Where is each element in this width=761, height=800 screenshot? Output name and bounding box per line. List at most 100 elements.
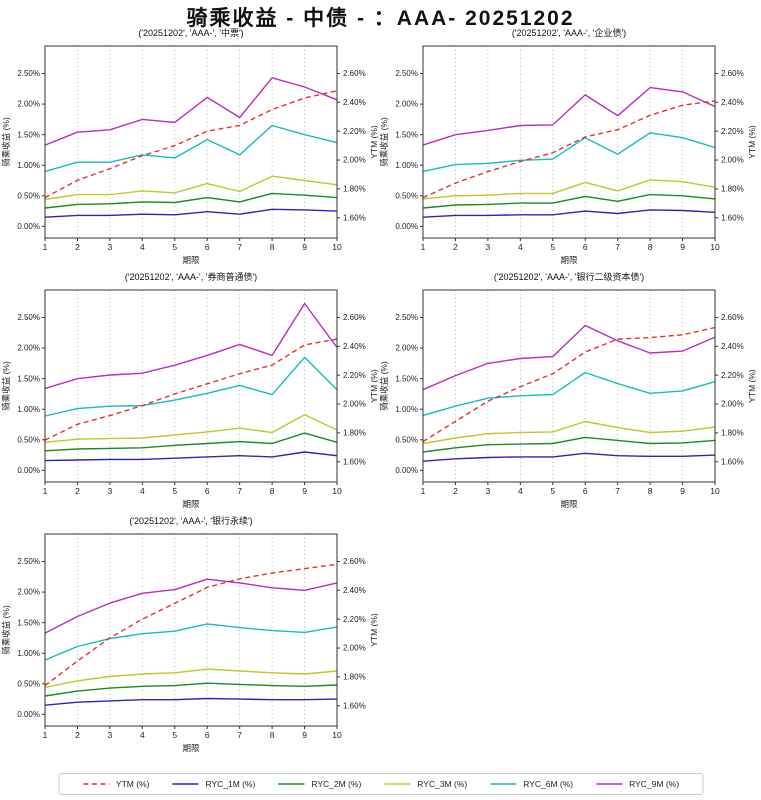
x-tick-label: 9 xyxy=(302,242,307,252)
x-tick-label: 10 xyxy=(332,486,342,496)
x-tick-label: 5 xyxy=(550,242,555,252)
x-tick-label: 7 xyxy=(237,486,242,496)
series-line-ryc-6m xyxy=(422,371,716,417)
series-line-ryc-2m xyxy=(422,436,716,453)
x-tick-label: 7 xyxy=(237,242,242,252)
subplot-title: ('20251202', 'AAA-', '中票') xyxy=(138,27,243,38)
left-tick-label: 0.50% xyxy=(17,679,40,688)
x-tick-label: 2 xyxy=(453,242,458,252)
left-tick-label: 0.00% xyxy=(17,222,40,231)
legend-label: RYC_2M (%) xyxy=(311,779,362,789)
series-line-ryc-1m xyxy=(44,208,338,218)
left-tick-label: 0.00% xyxy=(17,466,40,475)
legend-label: RYC_9M (%) xyxy=(629,779,680,789)
grid-lines xyxy=(455,46,683,238)
left-tick-label: 1.50% xyxy=(17,374,40,383)
right-axis-label: YTM (%) xyxy=(369,369,378,403)
x-tick-label: 10 xyxy=(710,242,720,252)
right-tick-label: 1.80% xyxy=(343,429,366,438)
chart-svg-4: 0.00% 0.50% 1.00% 1.50% 2.00% 2.50% 1.60% 1.80%… xyxy=(379,271,756,509)
series-line-ytm xyxy=(44,563,338,687)
left-tick-label: 1.00% xyxy=(17,161,40,170)
series-line-ryc-9m xyxy=(44,302,338,390)
series-lines xyxy=(44,77,338,218)
series-lines xyxy=(44,302,338,462)
right-tick-label: 2.20% xyxy=(343,371,366,380)
right-axis-label: YTM (%) xyxy=(369,613,378,647)
x-axis-label: 期限 xyxy=(182,743,200,753)
legend-item-ryc-9m: RYC_9M (%) xyxy=(595,779,679,789)
left-axis-ticks: 0.00% 0.50% 1.00% 1.50% 2.00% 2.50% xyxy=(17,313,45,475)
right-tick-label: 2.00% xyxy=(343,644,366,653)
chart-subplot-5: 0.00% 0.50% 1.00% 1.50% 2.00% 2.50% 1.60% 1.80%… xyxy=(0,512,378,760)
left-tick-label: 2.50% xyxy=(395,313,418,322)
chart-subplot-1: 0.00% 0.50% 1.00% 1.50% 2.00% 2.50% 1.60% 1.80%… xyxy=(0,24,378,272)
left-tick-label: 2.50% xyxy=(17,313,40,322)
series-line-ryc-2m xyxy=(44,432,338,452)
x-axis-ticks: 1 2 3 4 5 6 7 8 9 10 xyxy=(43,238,342,252)
x-tick-label: 7 xyxy=(615,242,620,252)
left-tick-label: 1.00% xyxy=(17,649,40,658)
right-tick-label: 1.80% xyxy=(343,673,366,682)
legend-item-ytm: YTM (%) xyxy=(82,779,149,789)
left-tick-label: 0.00% xyxy=(17,710,40,719)
x-tick-label: 2 xyxy=(75,730,80,740)
series-line-ryc-9m xyxy=(422,86,716,146)
x-tick-label: 1 xyxy=(43,486,48,496)
right-tick-label: 1.60% xyxy=(721,213,744,222)
left-tick-label: 2.00% xyxy=(17,100,40,109)
chart-subplot-3: 0.00% 0.50% 1.00% 1.50% 2.00% 2.50% 1.60% 1.80%… xyxy=(0,268,378,516)
right-tick-label: 2.40% xyxy=(343,98,366,107)
x-tick-label: 3 xyxy=(108,242,113,252)
legend-item-ryc-2m: RYC_2M (%) xyxy=(277,779,361,789)
right-axis-ticks: 1.60% 1.80% 2.00% 2.20% 2.40% 2.60% xyxy=(337,557,366,710)
right-axis-label: YTM (%) xyxy=(747,369,756,403)
x-tick-label: 9 xyxy=(302,730,307,740)
right-axis-ticks: 1.60% 1.80% 2.00% 2.20% 2.40% 2.60% xyxy=(337,313,366,466)
series-line-ryc-1m xyxy=(44,697,338,706)
chart-subplot-2: 0.00% 0.50% 1.00% 1.50% 2.00% 2.50% 1.60% 1.80%… xyxy=(378,24,756,272)
right-tick-label: 2.60% xyxy=(721,313,744,322)
left-axis-ticks: 0.00% 0.50% 1.00% 1.50% 2.00% 2.50% xyxy=(395,69,423,231)
x-tick-label: 10 xyxy=(332,730,342,740)
right-tick-label: 1.60% xyxy=(343,457,366,466)
x-tick-label: 5 xyxy=(172,730,177,740)
plot-border xyxy=(422,45,716,239)
right-axis-label: YTM (%) xyxy=(747,125,756,159)
legend-label: RYC_1M (%) xyxy=(205,779,256,789)
series-line-ryc-9m xyxy=(422,324,716,391)
x-tick-label: 8 xyxy=(648,486,653,496)
x-tick-label: 5 xyxy=(172,486,177,496)
series-line-ytm xyxy=(422,100,716,199)
series-line-ryc-6m xyxy=(44,623,338,661)
legend-line-sample xyxy=(596,783,623,785)
right-tick-label: 2.20% xyxy=(721,371,744,380)
legend-item-ryc-3m: RYC_3M (%) xyxy=(383,779,467,789)
x-tick-label: 1 xyxy=(421,242,426,252)
chart-subplot-4: 0.00% 0.50% 1.00% 1.50% 2.00% 2.50% 1.60% 1.80%… xyxy=(378,268,756,516)
series-line-ryc-1m xyxy=(422,452,716,462)
legend-label: RYC_6M (%) xyxy=(523,779,574,789)
x-tick-label: 10 xyxy=(332,242,342,252)
left-tick-label: 1.00% xyxy=(395,161,418,170)
right-axis-ticks: 1.60% 1.80% 2.00% 2.20% 2.40% 2.60% xyxy=(715,69,744,222)
x-tick-label: 3 xyxy=(108,486,113,496)
legend-item-ryc-6m: RYC_6M (%) xyxy=(489,779,573,789)
series-line-ytm xyxy=(44,338,338,441)
subplot-title: ('20251202', 'AAA-', '银行二级资本债') xyxy=(494,271,644,282)
right-tick-label: 1.60% xyxy=(721,457,744,466)
legend-line-sample xyxy=(172,783,199,785)
legend-box: YTM (%) RYC_1M (%) RYC_2M (%) RYC_3M (%) RYC… xyxy=(57,773,704,795)
right-axis-ticks: 1.60% 1.80% 2.00% 2.20% 2.40% 2.60% xyxy=(337,69,366,222)
right-tick-label: 2.60% xyxy=(343,313,366,322)
x-tick-label: 3 xyxy=(486,242,491,252)
x-tick-label: 7 xyxy=(237,730,242,740)
right-tick-label: 2.40% xyxy=(343,586,366,595)
grid-lines xyxy=(455,290,683,482)
right-tick-label: 2.60% xyxy=(721,69,744,78)
x-tick-label: 1 xyxy=(43,730,48,740)
figure-title: 骑乘收益 - 中债 - ：AAA- 20251202 xyxy=(186,7,575,30)
x-tick-label: 4 xyxy=(518,242,523,252)
x-tick-label: 8 xyxy=(270,242,275,252)
